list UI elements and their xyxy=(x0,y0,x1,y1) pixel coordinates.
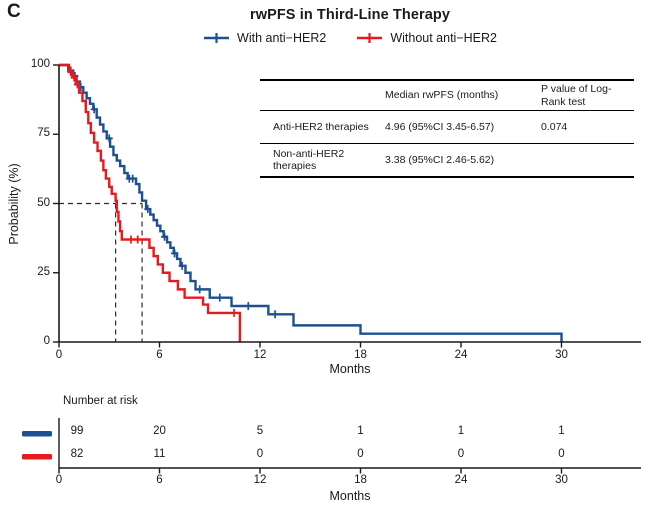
x-tick-label: 6 xyxy=(156,349,163,361)
censor-mark xyxy=(127,235,135,244)
x-tick-label: 18 xyxy=(354,349,367,361)
censor-mark xyxy=(171,249,179,258)
table-row-anti-her2: Anti-HER2 therapies 4.96 (95%CI 3.45-6.5… xyxy=(260,111,634,144)
risk-tick-label: 0 xyxy=(55,474,63,486)
x-tick-label: 0 xyxy=(55,349,63,361)
y-tick-label: 0 xyxy=(43,335,50,347)
risk-count: 20 xyxy=(153,425,166,437)
risk-count: 11 xyxy=(153,448,166,460)
censor-mark xyxy=(70,73,78,82)
risk-tick-label: 6 xyxy=(156,474,163,486)
risk-count: 0 xyxy=(357,448,364,460)
x-tick-label: 24 xyxy=(454,349,468,361)
header-cell-blank xyxy=(260,95,385,97)
censor-mark xyxy=(90,105,98,114)
table-row-non-anti-her2: Non-anti-HER2 therapies 3.38 (95%CI 2.46… xyxy=(260,144,634,176)
km-curve-without-anti-her2 xyxy=(59,63,242,342)
risk-tick-label: 30 xyxy=(555,474,568,486)
censor-mark xyxy=(271,310,279,319)
y-tick-label: 50 xyxy=(37,196,50,209)
km-line-plus-icon xyxy=(357,33,383,43)
legend-label: Without anti−HER2 xyxy=(390,31,497,45)
panel-label: C xyxy=(7,1,21,22)
row-label: Anti-HER2 therapies xyxy=(273,120,369,133)
risk-count: 0 xyxy=(256,448,264,460)
chart-title: rwPFS in Third-Line Therapy xyxy=(249,7,451,23)
censor-mark xyxy=(144,205,152,214)
censor-mark xyxy=(105,134,113,143)
y-tick-label: 25 xyxy=(37,265,50,278)
risk-count: 0 xyxy=(457,448,465,460)
risk-count: 82 xyxy=(70,448,84,460)
censor-mark xyxy=(73,80,81,89)
risk-tick-label: 18 xyxy=(354,474,367,486)
censor-mark xyxy=(230,308,238,317)
x-tick-label: 30 xyxy=(555,349,568,361)
header-cell-median: Median rwPFS (months) xyxy=(385,89,499,102)
censor-mark xyxy=(161,232,169,241)
risk-axis-title: Months xyxy=(329,489,371,503)
legend-item-with-anti-her2: With anti−HER2 xyxy=(203,31,326,45)
header-cell-pvalue: P value of Log-Rank test xyxy=(541,83,612,108)
legend-label: With anti−HER2 xyxy=(237,31,327,45)
censor-mark xyxy=(67,67,75,76)
row-label: Non-anti-HER2 therapies xyxy=(273,147,345,172)
risk-count: 1 xyxy=(357,425,364,437)
median-summary-table: Median rwPFS (months) P value of Log-Ran… xyxy=(260,79,634,178)
y-tick-label: 100 xyxy=(30,58,50,70)
censor-mark xyxy=(178,261,186,270)
legend-item-without-anti-her2: Without anti−HER2 xyxy=(356,31,497,45)
median-value: 3.38 (95%CI 2.46-5.62) xyxy=(385,153,495,166)
risk-count: 1 xyxy=(558,425,565,437)
risk-row-swatch-without-anti-her2 xyxy=(22,454,52,460)
risk-count: 99 xyxy=(70,425,84,437)
censor-mark xyxy=(196,285,204,294)
risk-count: 0 xyxy=(558,448,565,460)
km-line-plus-icon xyxy=(204,33,230,43)
legend: With anti−HER2 Without anti−HER2 xyxy=(59,31,641,45)
risk-row-swatch-with-anti-her2 xyxy=(22,431,52,437)
censor-mark xyxy=(129,174,137,183)
censor-mark xyxy=(134,235,142,244)
risk-count: 5 xyxy=(256,425,264,437)
km-curve-with-anti-her2 xyxy=(59,63,563,342)
p-value: 0.074 xyxy=(541,120,568,133)
y-tick-label: 75 xyxy=(37,127,50,140)
censor-mark xyxy=(216,293,224,302)
table-header-row: Median rwPFS (months) P value of Log-Ran… xyxy=(260,81,634,111)
risk-tick-label: 12 xyxy=(253,474,267,486)
risk-count: 1 xyxy=(457,425,465,437)
censor-mark xyxy=(244,301,252,310)
p-value xyxy=(541,159,634,161)
number-at-risk-title: Number at risk xyxy=(63,395,138,407)
median-value: 4.96 (95%CI 3.45-6.57) xyxy=(385,120,495,133)
risk-tick-label: 24 xyxy=(454,474,468,486)
x-axis-title: Months xyxy=(329,362,371,376)
x-tick-label: 12 xyxy=(253,349,267,361)
